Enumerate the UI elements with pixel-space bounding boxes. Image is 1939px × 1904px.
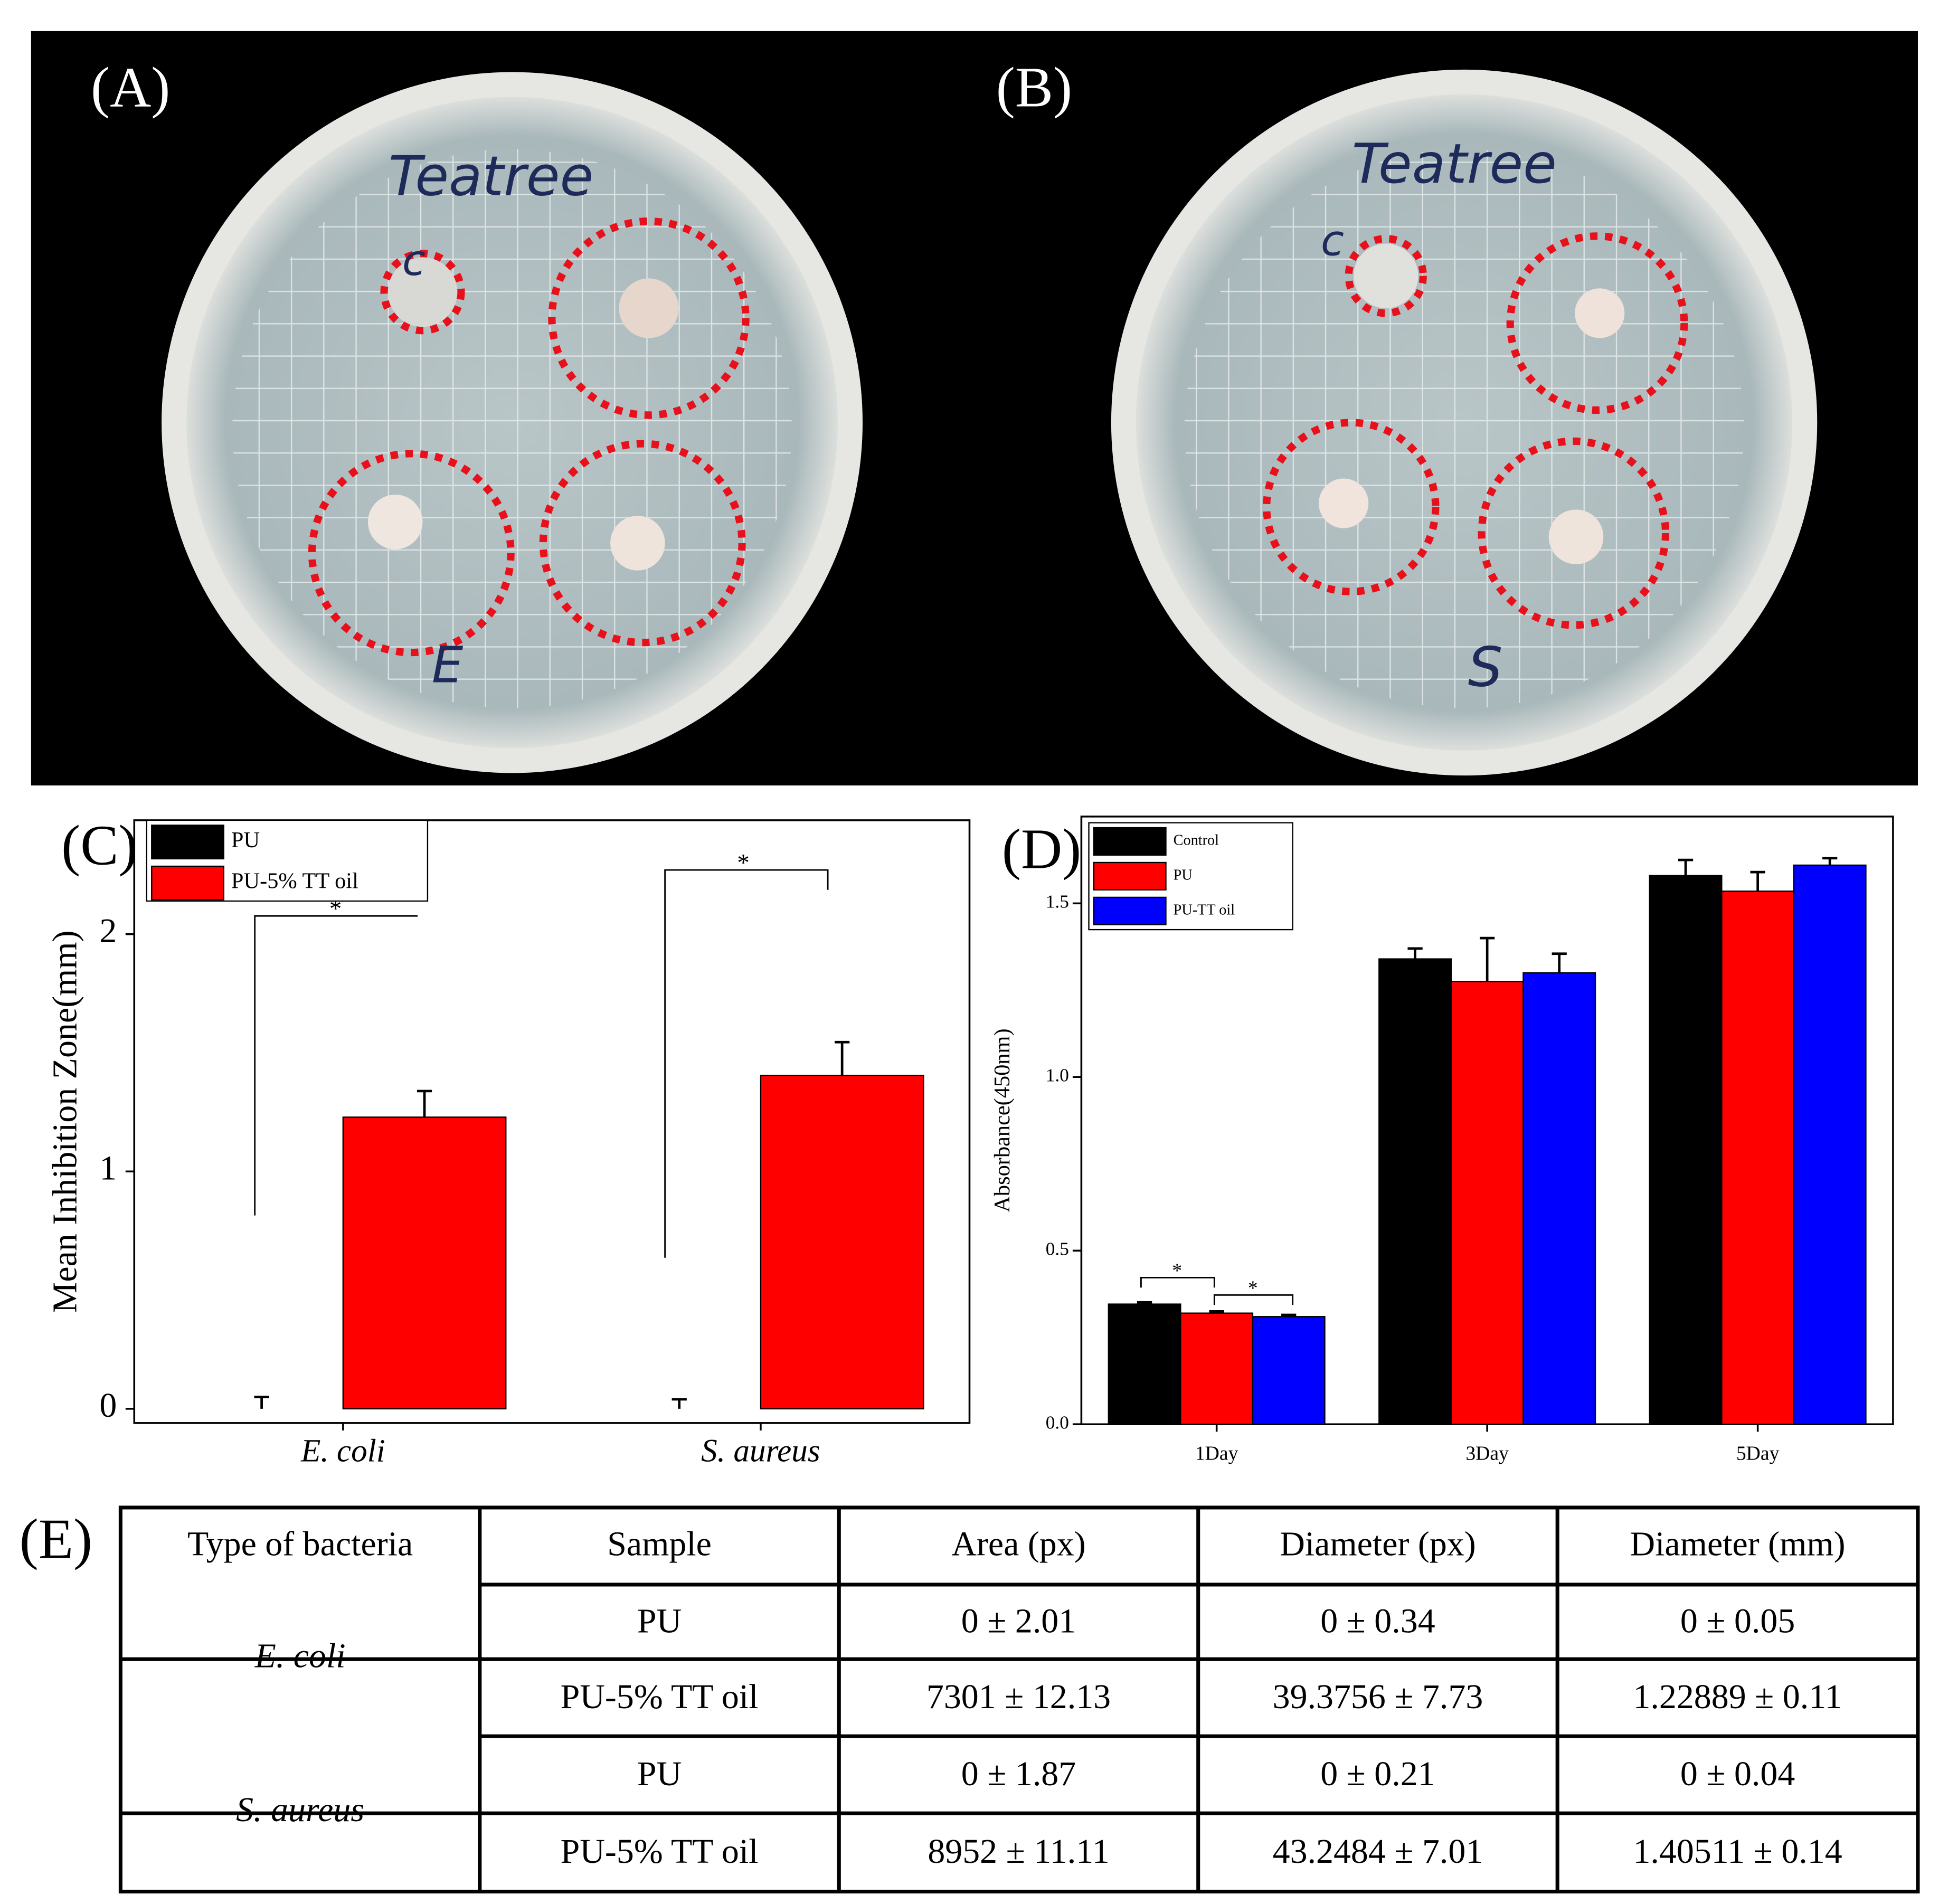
significance-mark: * bbox=[1248, 1277, 1258, 1300]
handwriting: S bbox=[1468, 636, 1503, 699]
y-axis-label: Mean Inhibition Zone(mm) bbox=[46, 930, 84, 1313]
panel-label: (C) bbox=[61, 814, 137, 877]
bar bbox=[1108, 1303, 1181, 1425]
legend-label: Control bbox=[1174, 832, 1219, 848]
panel-label: (E) bbox=[20, 1507, 92, 1570]
error-bar bbox=[1209, 1310, 1224, 1313]
bar bbox=[1721, 891, 1795, 1425]
bar bbox=[1378, 958, 1452, 1425]
table-cell: 0 ± 0.34 bbox=[1320, 1602, 1435, 1640]
table-cell: PU-5% TT oil bbox=[561, 1678, 759, 1716]
bar bbox=[1649, 875, 1723, 1425]
bar bbox=[1252, 1316, 1326, 1425]
significance-bracket bbox=[1213, 1294, 1294, 1305]
legend-swatch bbox=[151, 825, 224, 860]
error-bar bbox=[417, 1090, 432, 1117]
x-tick-label: 5Day bbox=[1736, 1443, 1780, 1465]
table-cell: 0 ± 0.05 bbox=[1680, 1602, 1795, 1640]
table-cell: 43.2484 ± 7.01 bbox=[1273, 1832, 1483, 1871]
handwriting: E bbox=[432, 637, 464, 695]
x-tick-label: E. coli bbox=[300, 1433, 385, 1469]
table-cell: 1.22889 ± 0.11 bbox=[1633, 1678, 1842, 1716]
table-cell: PU bbox=[637, 1602, 682, 1640]
error-bar bbox=[1480, 936, 1495, 982]
y-tick-label: 2 bbox=[99, 912, 117, 950]
significance-bracket bbox=[1140, 1276, 1215, 1288]
error-bar bbox=[1407, 947, 1423, 959]
y-axis-label: Absorbance(450nm) bbox=[990, 1028, 1015, 1212]
legend-swatch bbox=[1093, 827, 1167, 856]
handwriting: Teatree bbox=[389, 145, 593, 209]
error-bar bbox=[671, 1398, 687, 1409]
bar bbox=[760, 1074, 924, 1410]
header-cell: Sample bbox=[607, 1524, 712, 1563]
table-cell: 0 ± 0.21 bbox=[1320, 1755, 1435, 1793]
significance-mark: * bbox=[329, 895, 342, 923]
legend-label: PU bbox=[231, 828, 260, 852]
plot-frame bbox=[133, 819, 971, 1424]
handwriting: Teatree bbox=[1352, 132, 1557, 196]
y-tick-label: 1.5 bbox=[1046, 891, 1069, 912]
header-cell: Type of bacteria bbox=[187, 1524, 413, 1563]
bacteria-cell: E. coli bbox=[254, 1636, 346, 1675]
legend-label: PU bbox=[1174, 867, 1193, 883]
table-border bbox=[118, 1505, 1920, 1893]
significance-mark: * bbox=[737, 849, 750, 876]
error-bar bbox=[1678, 858, 1694, 876]
table-cell: 0 ± 1.87 bbox=[961, 1755, 1076, 1793]
x-tick-label: 3Day bbox=[1465, 1443, 1509, 1465]
handwriting: c bbox=[402, 236, 425, 285]
petri-dish-a bbox=[162, 72, 863, 773]
charts: 0 1 2 Mean Inhibition Zone(mm) (C) E. coli S. … bbox=[46, 814, 1894, 1469]
table-cell: 0 ± 0.04 bbox=[1680, 1755, 1795, 1793]
header-cell: Area (px) bbox=[951, 1524, 1085, 1563]
bar bbox=[1450, 981, 1524, 1425]
y-tick-label: 0 bbox=[99, 1386, 117, 1425]
error-bar bbox=[1137, 1301, 1152, 1304]
significance-mark: * bbox=[1172, 1260, 1182, 1282]
legend-swatch bbox=[151, 865, 224, 901]
header-cell: Diameter (mm) bbox=[1630, 1524, 1846, 1563]
panel-label: (D) bbox=[1002, 818, 1081, 881]
table-cell: PU-5% TT oil bbox=[561, 1832, 759, 1871]
bar bbox=[1180, 1312, 1254, 1425]
error-bar bbox=[1552, 952, 1567, 973]
table-cell: 0 ± 2.01 bbox=[961, 1602, 1076, 1640]
bacteria-cell: S. aureus bbox=[236, 1791, 364, 1829]
table: (E) Type of bacteria Sample Area (px) Diamet… bbox=[20, 1505, 1920, 1893]
bar bbox=[1793, 864, 1867, 1425]
legend-swatch bbox=[1093, 896, 1167, 925]
error-bar bbox=[1281, 1313, 1297, 1317]
x-tick-label: 1Day bbox=[1195, 1443, 1238, 1465]
y-tick-label: 1 bbox=[99, 1149, 117, 1187]
petri-dish-b bbox=[1111, 69, 1818, 776]
error-bar bbox=[1822, 857, 1838, 865]
table-cell: 1.40511 ± 0.14 bbox=[1633, 1832, 1842, 1871]
table-cell: 7301 ± 12.13 bbox=[926, 1678, 1111, 1716]
table-cell: 39.3756 ± 7.73 bbox=[1273, 1678, 1483, 1716]
significance-bracket bbox=[254, 915, 418, 1216]
error-bar bbox=[254, 1396, 269, 1409]
y-tick-label: 1.0 bbox=[1046, 1065, 1069, 1085]
panel-label: (B) bbox=[996, 55, 1072, 119]
significance-bracket bbox=[664, 869, 829, 1258]
y-tick-label: 0.5 bbox=[1046, 1238, 1069, 1259]
bar bbox=[1522, 972, 1596, 1425]
legend-label: PU-5% TT oil bbox=[231, 869, 358, 894]
x-tick-label: S. aureus bbox=[701, 1433, 820, 1469]
error-bar bbox=[835, 1040, 850, 1076]
legend-label: PU-TT oil bbox=[1174, 902, 1235, 918]
bar bbox=[342, 1116, 507, 1410]
y-tick-label: 0.0 bbox=[1046, 1412, 1069, 1433]
panel-label: (A) bbox=[91, 55, 170, 119]
handwriting: c bbox=[1321, 216, 1344, 265]
legend-swatch bbox=[1093, 861, 1167, 891]
table-cell: PU bbox=[637, 1755, 682, 1793]
table-cell: 8952 ± 11.11 bbox=[928, 1832, 1109, 1871]
error-bar bbox=[1750, 870, 1765, 892]
header-cell: Diameter (px) bbox=[1280, 1524, 1475, 1563]
